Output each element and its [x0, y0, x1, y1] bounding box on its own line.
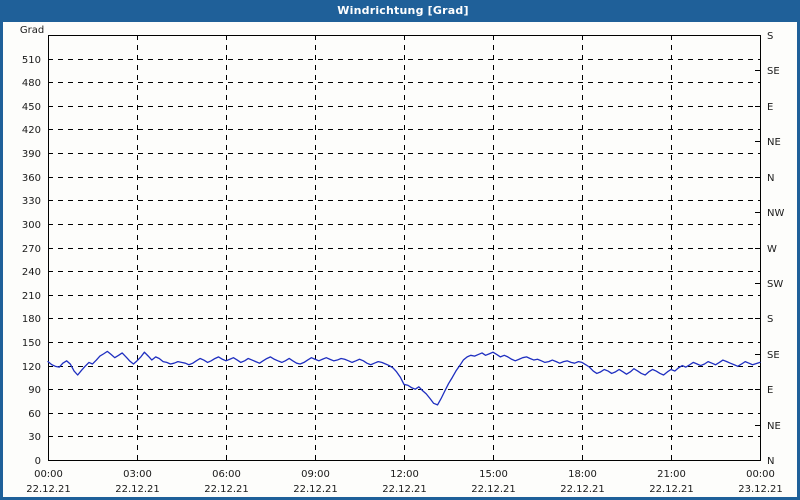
y-tick-label: 0 [35, 456, 41, 467]
x-tick-label-time: 03:00 [123, 469, 152, 480]
x-tick-label-date: 22.12.21 [649, 484, 694, 495]
y-tick-label: 180 [22, 314, 41, 325]
y2-tick-label: SW [767, 279, 783, 290]
y2-tick-label: W [767, 244, 777, 255]
y2-tick-label: SE [767, 66, 780, 77]
y2-tick-label: S [767, 31, 773, 42]
y-tick-label: 390 [22, 149, 41, 160]
x-tick-label-date: 22.12.21 [204, 484, 249, 495]
y-tick-label: 480 [22, 78, 41, 89]
x-tick-label-time: 18:00 [568, 469, 597, 480]
y-axis-unit-label: Grad [20, 25, 44, 36]
y-tick-label: 270 [22, 244, 41, 255]
x-axis-bottom: 00:00 22.12.21 03:00 22.12.21 06:00 22.12.21 0… [26, 455, 783, 495]
x-tick-label-date: 22.12.21 [560, 484, 605, 495]
plot-frame [48, 35, 761, 461]
x-tick-label-time: 09:00 [301, 469, 330, 480]
data-series-line [47, 350, 761, 406]
y2-tick-label: SE [767, 350, 780, 361]
x-tick-label-date: 22.12.21 [293, 484, 338, 495]
x-tick-label-time: 00:00 [746, 469, 775, 480]
y2-tick-label: E [767, 385, 773, 396]
y-tick-label: 90 [28, 385, 41, 396]
y-tick-label: 360 [22, 173, 41, 184]
y-tick-label: 510 [22, 55, 41, 66]
y2-tick-label: NW [767, 208, 784, 219]
y-tick-label: 120 [22, 362, 41, 373]
y-axis-left: 0 30 60 90 120 150 180 210 240 270 300 330 360 390 420… [22, 55, 53, 467]
y-axis-unit-group: Grad [20, 25, 44, 36]
y-axis-right: N NE E SE S SW W NW N NE E SE S [755, 31, 784, 467]
x-tick-label-time: 21:00 [657, 469, 686, 480]
y2-tick-label: NE [767, 421, 781, 432]
x-tick-label-date: 22.12.21 [26, 484, 71, 495]
y-tick-label: 240 [22, 267, 41, 278]
x-tick-label-time: 15:00 [479, 469, 508, 480]
window-title-bar: Windrichtung [Grad] [3, 0, 800, 22]
y2-tick-label: S [767, 314, 773, 325]
y2-tick-label: N [767, 173, 774, 184]
x-tick-label-time: 12:00 [390, 469, 419, 480]
y-tick-label: 420 [22, 125, 41, 136]
wind-direction-line-chart: 0 30 60 90 120 150 180 210 240 270 300 330 360 390 420… [20, 25, 785, 495]
x-tick-label-date: 23.12.21 [738, 484, 783, 495]
x-tick-label-date: 22.12.21 [471, 484, 516, 495]
y-tick-label: 60 [28, 409, 41, 420]
y-tick-label: 210 [22, 291, 41, 302]
series-group [47, 350, 761, 406]
page-title: Windrichtung [Grad] [337, 4, 469, 17]
y-tick-label: 30 [28, 432, 41, 443]
y-tick-label: 450 [22, 102, 41, 113]
y2-tick-label: E [767, 102, 773, 113]
y-tick-label: 330 [22, 196, 41, 207]
y2-tick-label: N [767, 456, 774, 467]
x-tick-label-date: 22.12.21 [115, 484, 160, 495]
plot-surface: 0 30 60 90 120 150 180 210 240 270 300 330 360 390 420… [3, 22, 797, 497]
plot-frame-rect [48, 35, 761, 461]
y-tick-label: 150 [22, 338, 41, 349]
y2-tick-label: NE [767, 137, 781, 148]
gridlines-group [48, 35, 760, 460]
x-tick-label-time: 00:00 [34, 469, 63, 480]
x-tick-label-time: 06:00 [212, 469, 241, 480]
y-tick-label: 300 [22, 220, 41, 231]
x-tick-label-date: 22.12.21 [382, 484, 427, 495]
